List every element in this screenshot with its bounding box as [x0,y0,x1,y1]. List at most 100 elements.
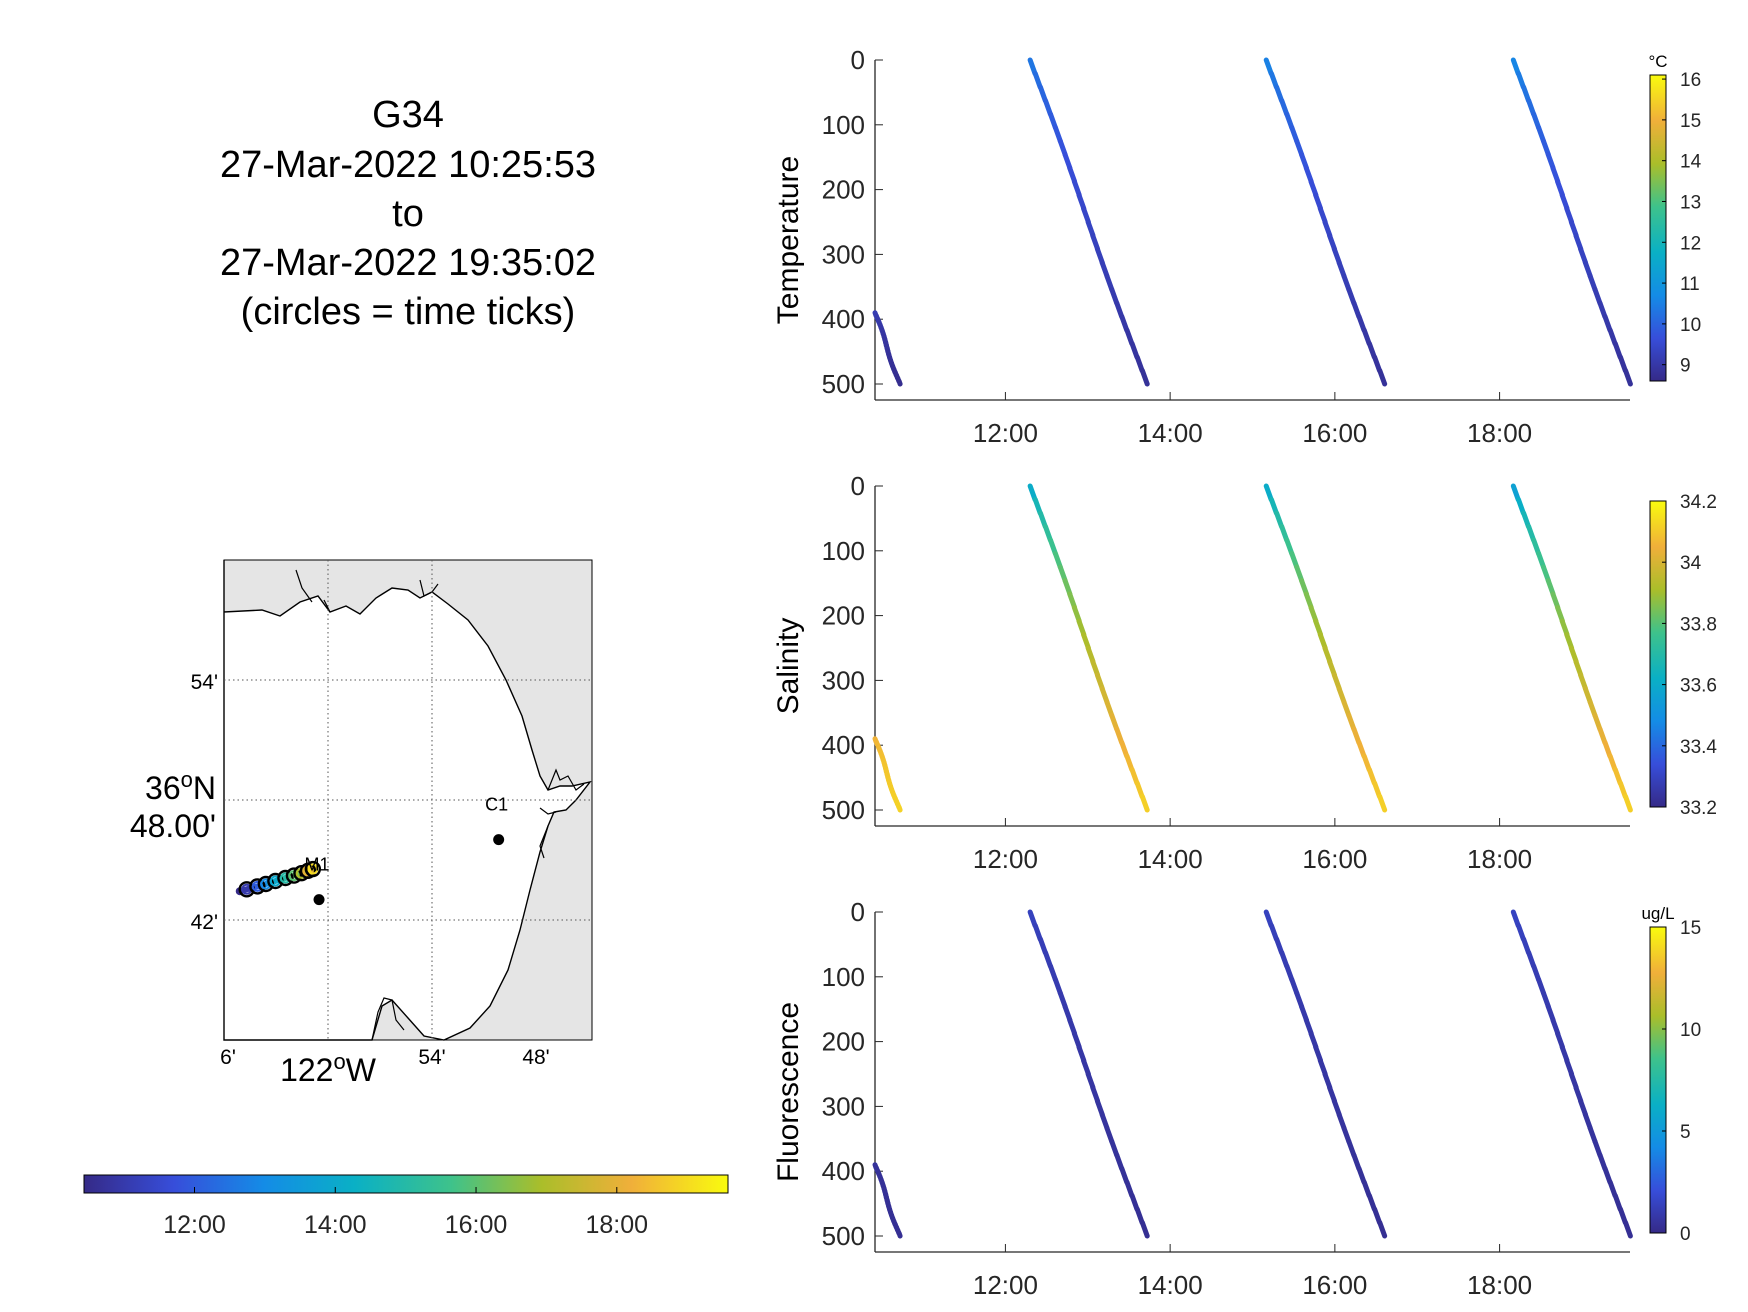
profile-segment [1510,57,1521,76]
x-tick-label: 16:00 [1302,844,1367,874]
colorbar-tick-label: 34.2 [1680,492,1717,513]
profile-segment [1377,368,1388,387]
time-tick-circle-outline [285,867,303,884]
profile-segment [1263,57,1274,76]
figure-title: G34 27-Mar-2022 10:25:53 to 27-Mar-2022 … [220,94,596,333]
fluorescence-colorbar [1649,926,1667,1234]
profile-segment [1510,483,1521,502]
map-lon-tick-6: 6' [220,1046,236,1069]
y-tick-label: 400 [822,304,865,334]
profile-segment [1377,1220,1388,1239]
profile-segment [1372,1206,1382,1225]
salinity-profile-3 [1263,483,1388,813]
title-line-end-time: 27-Mar-2022 19:35:02 [220,242,596,284]
profile-segment [1623,1220,1633,1239]
time-colorbar-tick-label: 12:00 [163,1211,226,1239]
colorbar-tick-label: 15 [1680,111,1701,132]
colorbar-tick-label: 0 [1680,1224,1691,1245]
y-tick-label: 100 [822,962,865,992]
x-tick-label: 16:00 [1302,418,1367,448]
y-tick-label: 300 [822,665,865,695]
profile-segment [1263,909,1274,928]
title-line-note: (circles = time ticks) [241,291,576,333]
colorbar-tick-label: 34 [1680,553,1702,574]
map-lon-hemisphere: W [346,1052,377,1088]
profile-segment [1372,354,1382,373]
profile-segment [1361,327,1372,346]
x-tick-label: 18:00 [1467,418,1532,448]
profile-segment [1612,767,1623,786]
x-tick-label: 12:00 [973,418,1038,448]
y-tick-label: 200 [822,1027,865,1057]
profile-segment [1129,341,1140,360]
time-colorbar-tick-label: 14:00 [304,1211,367,1239]
map-lat-tick-42: 42' [191,911,218,934]
profile-segment [1372,780,1382,799]
profile-segment [1510,909,1521,928]
y-tick-label: 200 [822,175,865,205]
map-coast-detail-estuary [539,768,585,859]
profile-segment [1366,341,1377,360]
colorbar-tick-label: 33.4 [1680,737,1717,758]
x-tick-label: 14:00 [1138,1270,1203,1300]
profile-segment [1612,1193,1623,1212]
salinity-profile-1 [872,736,903,813]
profile-segment [1139,368,1150,387]
time-colorbar: 12:00 14:00 16:00 18:00 [83,1174,729,1239]
colorbar-tick-label: 33.8 [1680,614,1717,635]
y-tick-label: 400 [822,1156,865,1186]
salinity-colorbar [1649,500,1667,808]
fluorescence-y-label: Fluorescence [772,1002,805,1182]
station-marker-c1 [493,834,505,846]
temperature-profile-3 [1263,57,1388,387]
profile-segment [1263,483,1274,502]
x-tick-label: 18:00 [1467,1270,1532,1300]
profile-segment [896,1230,903,1239]
y-tick-label: 0 [851,45,865,75]
fluorescence-colorbar-unit: ug/L [1641,904,1674,923]
title-line-start-time: 27-Mar-2022 10:25:53 [220,144,596,186]
time-tick-circle [307,863,319,875]
map-lat-hemisphere: N [193,770,216,806]
colorbar-tick-label: 10 [1680,1020,1701,1041]
x-tick-label: 12:00 [973,1270,1038,1300]
profile-segment [1377,794,1388,813]
profile-segment [1129,1193,1140,1212]
temperature-colorbar [1649,74,1667,382]
time-colorbar-tick-label: 18:00 [586,1211,649,1239]
fluorescence-profile-2 [1027,909,1150,1239]
time-colorbar-gradient [83,1174,729,1194]
station-marker-m1 [313,894,325,906]
y-tick-label: 500 [822,1221,865,1251]
map-graticule [224,560,592,1040]
temperature-profile-2 [1027,57,1150,387]
time-colorbar-ticks: 12:00 14:00 16:00 18:00 [163,1187,648,1239]
profile-segment [1612,341,1623,360]
x-tick-label: 14:00 [1138,844,1203,874]
colorbar-tick-label: 9 [1680,356,1691,377]
temperature-colorbar-unit: °C [1648,52,1667,71]
map-lat-deg: 36 [145,770,181,806]
map-coast-detail-south [371,997,405,1041]
profile-segment [1027,483,1038,502]
profile-segment [1139,794,1150,813]
station-label-m1: M1 [305,855,330,875]
x-tick-label: 16:00 [1302,1270,1367,1300]
map-lat-label-degrees: 36oN [145,767,216,806]
map-lat-degree-mark: o [181,767,193,792]
y-tick-label: 500 [822,795,865,825]
map-lon-tick-48: 48' [522,1046,549,1069]
colorbar-tick-label: 16 [1680,70,1701,91]
temperature-profile-4 [1510,57,1633,387]
y-tick-label: 0 [851,471,865,501]
y-tick-label: 100 [822,110,865,140]
time-tick-circle-outline [277,869,294,887]
salinity-profile-4 [1510,483,1633,813]
profile-segment [1366,767,1377,786]
colorbar-tick-label: 15 [1680,918,1701,939]
map-axis-labels: 54' 42' 36oN 48.00' 6' 54' 48' 122oW [130,671,550,1088]
mooring-stations: C1 M1 [305,795,508,906]
colorbar-tick-label: 5 [1680,1122,1691,1143]
